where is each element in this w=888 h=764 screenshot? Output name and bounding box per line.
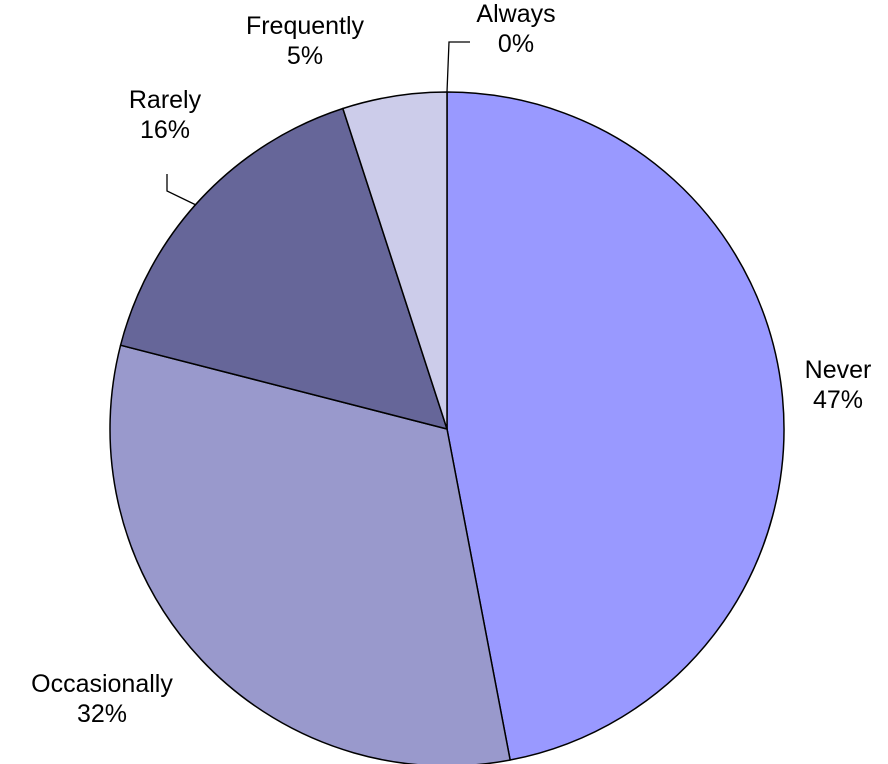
data-label-always: Always 0% <box>476 0 555 58</box>
slice-name-frequently: Frequently <box>246 12 365 40</box>
slice-name-never: Never <box>805 356 872 384</box>
slice-percent-frequently: 5% <box>287 42 323 70</box>
data-labels: Never 47% Occasionally 32% Rarely 16% Frequent… <box>31 0 871 728</box>
pie-slice-never <box>446 91 785 761</box>
slice-percent-occasionally: 32% <box>77 700 127 728</box>
slice-percent-always: 0% <box>498 30 534 58</box>
pie-slices <box>109 91 785 764</box>
slice-name-rarely: Rarely <box>129 86 202 114</box>
slice-percent-never: 47% <box>813 386 863 414</box>
leader-lines <box>166 41 470 206</box>
slice-percent-rarely: 16% <box>140 116 190 144</box>
data-label-occasionally: Occasionally 32% <box>31 670 173 728</box>
pie-slice-occasionally <box>109 344 511 764</box>
data-label-never: Never 47% <box>805 356 872 414</box>
leader-line-always <box>446 41 470 93</box>
data-label-rarely: Rarely 16% <box>129 86 202 144</box>
leader-line-rarely <box>166 174 197 206</box>
slice-name-always: Always <box>476 0 555 28</box>
data-label-frequently: Frequently 5% <box>246 12 365 70</box>
pie-slice-frequently <box>342 91 448 430</box>
pie-slice-rarely <box>119 107 448 430</box>
slice-name-occasionally: Occasionally <box>31 670 173 698</box>
